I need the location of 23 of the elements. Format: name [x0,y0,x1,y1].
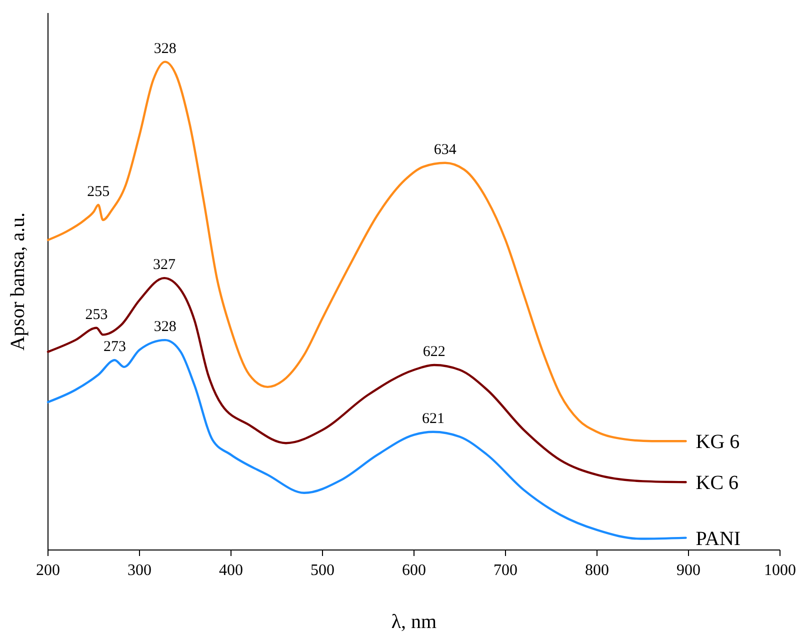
series-label: KC 6 [696,472,739,494]
x-tick-label: 1000 [764,562,796,579]
x-tick-label: 900 [676,562,700,579]
annotation: 621 [422,410,444,427]
x-tick-label: 700 [494,562,518,579]
annotation: 328 [154,40,176,57]
x-tick-label: 800 [585,562,609,579]
annotation: 253 [85,306,108,323]
x-tick-label: 600 [402,562,426,579]
annotation: 255 [87,184,110,200]
series-label: PANI [696,528,741,550]
x-tick-label: 500 [310,562,334,579]
x-tick-label: 300 [128,562,152,579]
series-label: KG 6 [696,431,740,454]
x-tick-label: 200 [36,562,60,579]
annotation: 328 [154,319,176,336]
y-axis-title: Apsor bansa, a.u. [7,212,29,351]
annotation: 273 [104,339,126,356]
annotation: 634 [434,142,457,158]
annotation: 327 [152,257,176,274]
annotation: 622 [422,344,446,360]
x-tick-label: 400 [219,562,243,579]
x-axis-title: λ, nm [391,611,438,633]
